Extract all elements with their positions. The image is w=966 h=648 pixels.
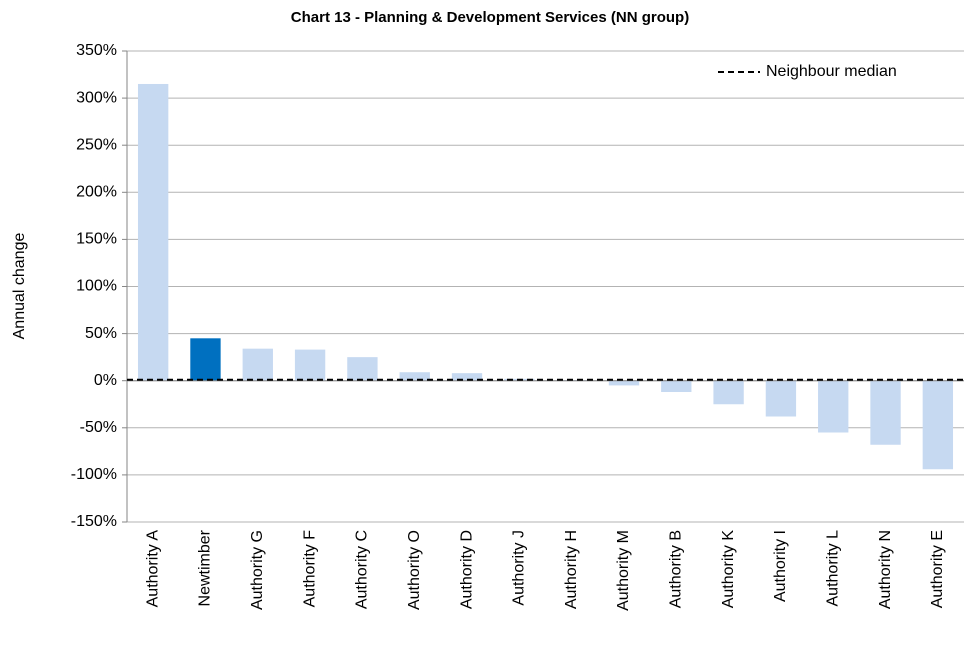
bar	[294, 349, 326, 381]
x-tick-label: Authority K	[720, 530, 737, 609]
bar	[870, 380, 901, 445]
bar	[765, 380, 797, 417]
bar	[608, 380, 640, 386]
y-tick-label: 300%	[76, 89, 117, 106]
x-tick-label: Authority A	[144, 530, 161, 608]
y-tick-label: 200%	[76, 184, 117, 201]
x-tick-label: Authority F	[301, 530, 318, 608]
x-tick-label: Authority E	[929, 530, 946, 608]
bar	[399, 372, 430, 381]
y-tick-label: -50%	[80, 419, 117, 436]
bar	[190, 338, 221, 381]
x-tick-label: Authority G	[249, 530, 266, 610]
bar	[661, 380, 692, 393]
x-tick-label: Authority M	[615, 530, 632, 611]
y-tick-label: 350%	[76, 42, 117, 59]
y-tick-label: 100%	[76, 278, 117, 295]
chart-title: Chart 13 - Planning & Development Servic…	[291, 9, 689, 26]
y-tick-label: 50%	[85, 325, 117, 342]
bar	[922, 380, 954, 470]
y-tick-label: -150%	[71, 513, 117, 530]
y-axis-title: Annual change	[11, 233, 28, 340]
x-tick-label: Newtimber	[197, 529, 214, 606]
x-tick-label: Authority H	[563, 530, 580, 609]
legend-label: Neighbour median	[766, 63, 897, 80]
y-tick-label: -100%	[71, 466, 117, 483]
y-tick-label: 250%	[76, 136, 117, 153]
y-tick-label: 150%	[76, 231, 117, 248]
bar	[242, 348, 273, 381]
x-tick-label: Authority D	[458, 530, 475, 609]
x-tick-label: Authority L	[824, 530, 841, 607]
x-tick-label: Authority C	[354, 530, 371, 609]
x-tick-label: Authority O	[406, 530, 423, 610]
x-tick-label: Authority J	[511, 530, 528, 606]
bar	[137, 83, 169, 381]
x-tick-label: Authority N	[877, 530, 894, 609]
bar	[713, 380, 744, 405]
bar	[451, 373, 483, 381]
bar	[347, 357, 378, 381]
x-tick-label: Authority B	[668, 530, 685, 608]
y-tick-label: 0%	[94, 372, 117, 389]
x-tick-label: Authority I	[772, 530, 789, 602]
bar	[818, 380, 849, 433]
